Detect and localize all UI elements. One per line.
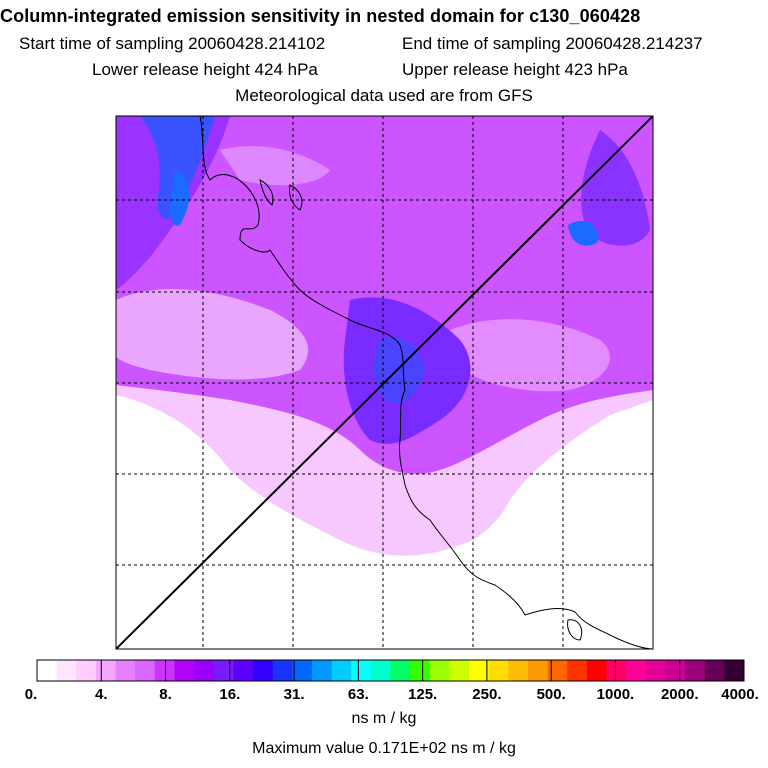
colorbar-cell	[410, 660, 431, 681]
gridlines	[116, 116, 653, 649]
colorbar-cell	[233, 660, 254, 681]
colorbar-cell	[115, 660, 136, 681]
colorbar-cell	[135, 660, 156, 681]
colorbar-tick-label: 2000.	[660, 686, 699, 703]
sensitivity-field	[116, 116, 653, 649]
colorbar-cell	[724, 660, 745, 681]
colorbar-cell	[390, 660, 411, 681]
colorbar-tick-label: 1000.	[596, 686, 635, 703]
colorbar-cell	[508, 660, 529, 681]
colorbar-tick-label: 16.	[219, 686, 241, 703]
colorbar-cell	[645, 660, 666, 681]
colorbar-cell	[429, 660, 450, 681]
contour-blue-center	[373, 336, 425, 404]
colorbar-tick-label: 63.	[347, 686, 369, 703]
colorbar-cell	[272, 660, 293, 681]
colorbar-cell	[95, 660, 117, 681]
island-outline	[259, 179, 274, 206]
colorbar-cell	[351, 660, 372, 681]
colorbar-cell	[311, 660, 333, 681]
contour-pale-patch-left	[116, 289, 309, 380]
colorbar-cell	[370, 660, 391, 681]
colorbar-tick-label: 125.	[408, 686, 438, 703]
contour-cyan-nw	[170, 170, 190, 226]
colorbar-cell	[174, 660, 195, 681]
colorbar-cell	[253, 660, 274, 681]
colorbar-cell	[331, 660, 352, 681]
colorbar-cell	[488, 660, 509, 681]
colorbar-cell	[76, 660, 97, 681]
colorbar-cell	[154, 660, 175, 681]
end-time-label: End time of sampling 20060428.214237	[402, 34, 703, 53]
colorbar-cell	[527, 660, 549, 681]
colorbar-cell	[586, 660, 608, 681]
start-time-label: Start time of sampling 20060428.214102	[19, 34, 326, 53]
colorbar-cell	[194, 660, 215, 681]
colorbar-tick-label: 250.	[472, 686, 502, 703]
colorbar-tick-label: 4000.	[721, 686, 759, 703]
map-title: Column-integrated emission sensitivity i…	[0, 6, 641, 26]
contour-pale-patch-top	[220, 146, 330, 186]
flight-track-line	[116, 116, 653, 649]
colorbar-cell	[292, 660, 313, 681]
met-data-label: Meteorological data used are from GFS	[235, 86, 533, 105]
colorbar-tick-label: 4.	[95, 686, 108, 703]
colorbar-cell	[567, 660, 588, 681]
colorbar-cell	[626, 660, 647, 681]
colorbar-cell	[704, 660, 725, 681]
lower-release-height-label: Lower release height 424 hPa	[92, 60, 318, 79]
colorbar-cell	[37, 660, 58, 681]
contour-blue-nw	[140, 116, 215, 219]
colorbar-frame	[36, 659, 745, 682]
contour-pale-patch-right	[450, 319, 610, 392]
colorbar-tick-label: 500.	[536, 686, 566, 703]
colorbar-tick-label: 8.	[159, 686, 172, 703]
contour-violet-ne	[581, 130, 650, 246]
colorbar-cell	[449, 660, 470, 681]
island-outline-2	[289, 184, 303, 211]
colorbar-cell	[606, 660, 627, 681]
coastline	[199, 116, 653, 649]
contour-blue-ne	[568, 221, 599, 246]
map-frame	[115, 115, 654, 650]
maximum-value-label: Maximum value 0.171E+02 ns m / kg	[252, 740, 516, 757]
colorbar-cell	[56, 660, 77, 681]
colorbar-tick-label: 31.	[283, 686, 305, 703]
colorbar-cell	[469, 660, 490, 681]
colorbar-cell	[685, 660, 706, 681]
colorbar-units-label: ns m / kg	[351, 710, 417, 727]
colorbar-cell	[665, 660, 686, 681]
colorbar-cell	[213, 660, 234, 681]
colorbar-cell	[547, 660, 568, 681]
upper-release-height-label: Upper release height 423 hPa	[402, 60, 628, 79]
colorbar-tick-label: 0.	[24, 686, 38, 703]
island-outline-3	[567, 619, 583, 641]
